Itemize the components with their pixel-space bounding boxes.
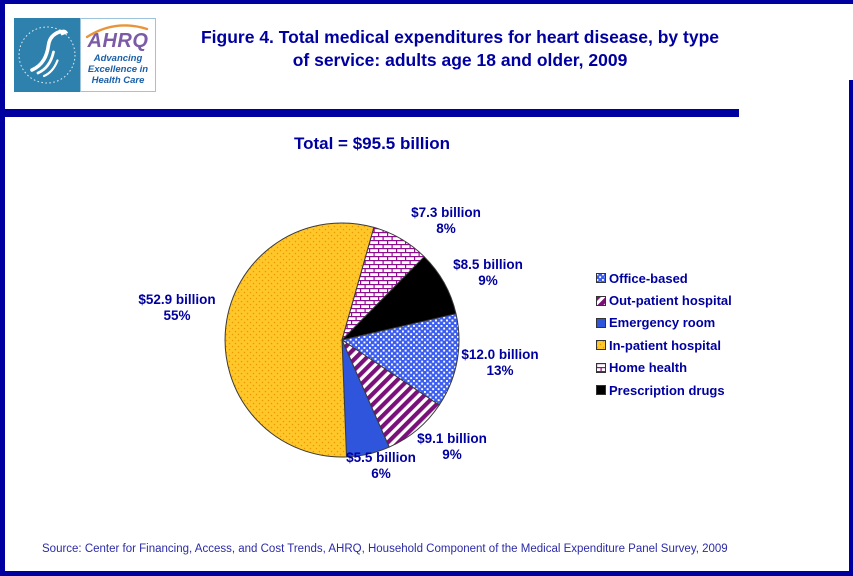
pie-label-value: $12.0 billion (461, 347, 539, 362)
pie-label-percent: 13% (486, 362, 514, 378)
pie-label-emergency-room: $5.5 billion 6% (316, 450, 446, 481)
legend-swatch-icon (596, 385, 606, 396)
pie-label-prescription-drugs: $8.5 billion 9% (423, 257, 553, 288)
pie-slice-office-based (341, 313, 460, 406)
source-note: Source: Center for Financing, Access, an… (42, 543, 728, 555)
legend-label: Out-patient hospital (609, 293, 732, 309)
legend-item-prescription-drugs: Prescription drugs (596, 379, 732, 401)
ahrq-tagline: Advancing Excellence in Health Care (87, 52, 149, 86)
ahrq-arc-icon (85, 24, 149, 39)
pie-slice-in-patient-hospital (224, 222, 375, 458)
pie-slices (224, 222, 460, 458)
hhs-seal (14, 18, 80, 92)
pie-label-percent: 55% (163, 307, 191, 323)
pie-label-percent: 9% (442, 446, 462, 462)
pie-label-out-patient-hospital: $9.1 billion 9% (387, 431, 517, 462)
ahrq-logo: AHRQ Advancing Excellence in Health Care (80, 18, 156, 92)
legend-swatch-icon (596, 273, 606, 284)
agency-logo: AHRQ Advancing Excellence in Health Care (14, 18, 156, 92)
legend-swatch-icon (596, 362, 606, 373)
figure-title: Figure 4. Total medical expenditures for… (200, 27, 720, 70)
total-label: Total = $95.5 billion (293, 134, 451, 153)
legend-item-out-patient-hospital: Out-patient hospital (596, 289, 732, 311)
ahrq-acronym: AHRQ (87, 29, 149, 52)
legend-swatch-icon (596, 317, 606, 328)
legend-label: In-patient hospital (609, 337, 721, 353)
pie-label-value: $9.1 billion (417, 431, 487, 446)
pie-label-value: $52.9 billion (138, 292, 216, 307)
legend-label: Emergency room (609, 315, 716, 331)
pie-label-value: $7.3 billion (411, 205, 481, 220)
legend-label: Office-based (609, 270, 688, 286)
pie-label-home-health: $7.3 billion 8% (381, 205, 511, 236)
legend-swatch-icon (596, 340, 606, 351)
frame-border-bottom (0, 571, 853, 576)
pie-label-office-based: $12.0 billion 13% (435, 347, 565, 378)
legend-item-in-patient-hospital: In-patient hospital (596, 334, 732, 356)
legend: Office-based Out-patient hospital Emerge… (596, 267, 732, 401)
legend-label: Prescription drugs (609, 382, 725, 398)
legend-label: Home health (609, 360, 688, 376)
frame-border-right (849, 80, 853, 576)
header-divider-rule (0, 109, 739, 117)
frame-border-left (0, 0, 5, 576)
pie-label-percent: 6% (371, 465, 391, 481)
hhs-eagle-icon (18, 26, 76, 84)
pie-label-percent: 9% (478, 272, 498, 288)
legend-item-emergency-room: Emergency room (596, 312, 732, 334)
pie-label-value: $8.5 billion (453, 257, 523, 272)
pie-label-percent: 8% (436, 220, 456, 236)
legend-item-office-based: Office-based (596, 267, 732, 289)
legend-swatch-icon (596, 295, 606, 306)
pie-slice-prescription-drugs (341, 256, 457, 341)
pie-label-in-patient-hospital: $52.9 billion 55% (112, 292, 242, 323)
pie-label-value: $5.5 billion (346, 450, 416, 465)
frame-border-top (0, 0, 853, 4)
legend-item-home-health: Home health (596, 357, 732, 379)
